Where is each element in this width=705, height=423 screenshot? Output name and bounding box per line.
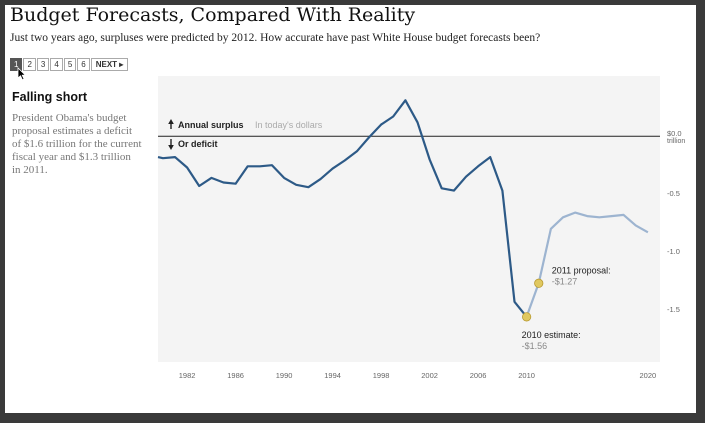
- annotation-2010-title: 2010 estimate:: [522, 330, 581, 340]
- next-button[interactable]: NEXT ▸: [90, 58, 129, 71]
- x-tick-label: 2002: [421, 371, 438, 380]
- y-unit-label: trillion: [667, 138, 685, 145]
- page-title: Budget Forecasts, Compared With Reality: [10, 4, 416, 26]
- x-tick-label: 1994: [324, 371, 341, 380]
- next-arrow-icon: ▸: [119, 60, 124, 69]
- x-tick-label: 1986: [227, 371, 244, 380]
- annotation-2011-value: -$1.27: [552, 276, 578, 286]
- y-tick-label: -1.0: [667, 247, 680, 256]
- x-tick-label: 1982: [179, 371, 196, 380]
- page-button-5[interactable]: 5: [63, 58, 77, 71]
- up-arrow-icon: [168, 119, 174, 124]
- page-button-6[interactable]: 6: [77, 58, 90, 71]
- x-tick-label: 2020: [640, 371, 657, 380]
- mouse-cursor-icon: [17, 67, 26, 81]
- page-button-1[interactable]: 1: [10, 58, 23, 71]
- legend: Annual surplus In today's dollars Or def…: [168, 119, 323, 150]
- legend-surplus: Annual surplus: [178, 120, 244, 130]
- pager: 1 2 3 4 5 6 NEXT ▸: [10, 58, 129, 71]
- sidebar-text: President Obama's budget proposal estima…: [12, 112, 142, 176]
- x-tick-label: 2006: [470, 371, 487, 380]
- down-arrow-icon: [168, 145, 174, 150]
- page-button-2[interactable]: 2: [23, 58, 36, 71]
- annotation-2011-title: 2011 proposal:: [552, 265, 611, 275]
- legend-surplus-note: In today's dollars: [255, 120, 323, 130]
- actual-deficit-line: [157, 99, 528, 318]
- page-button-3[interactable]: 3: [36, 58, 50, 71]
- page-subtitle: Just two years ago, surpluses were predi…: [10, 32, 541, 44]
- annotation-2010-value: -$1.56: [522, 341, 548, 351]
- y-tick-label: -0.5: [667, 189, 680, 198]
- x-tick-label: 2010: [518, 371, 535, 380]
- next-label: NEXT: [95, 60, 118, 69]
- sidebar-heading: Falling short: [12, 90, 87, 104]
- page-button-4[interactable]: 4: [50, 58, 63, 71]
- plot-background: [158, 76, 660, 362]
- x-axis: 1982 1986 1990 1994 1998 2002 2006 2010 2020: [179, 371, 656, 380]
- marker-2010-estimate: [522, 312, 532, 322]
- y-tick-label: $0.0: [667, 129, 682, 138]
- x-tick-label: 1990: [276, 371, 293, 380]
- x-tick-label: 1998: [373, 371, 390, 380]
- y-tick-label: -1.5: [667, 305, 680, 314]
- marker-2011-proposal: [534, 278, 544, 288]
- legend-deficit: Or deficit: [178, 139, 218, 149]
- projected-deficit-line: [525, 211, 649, 318]
